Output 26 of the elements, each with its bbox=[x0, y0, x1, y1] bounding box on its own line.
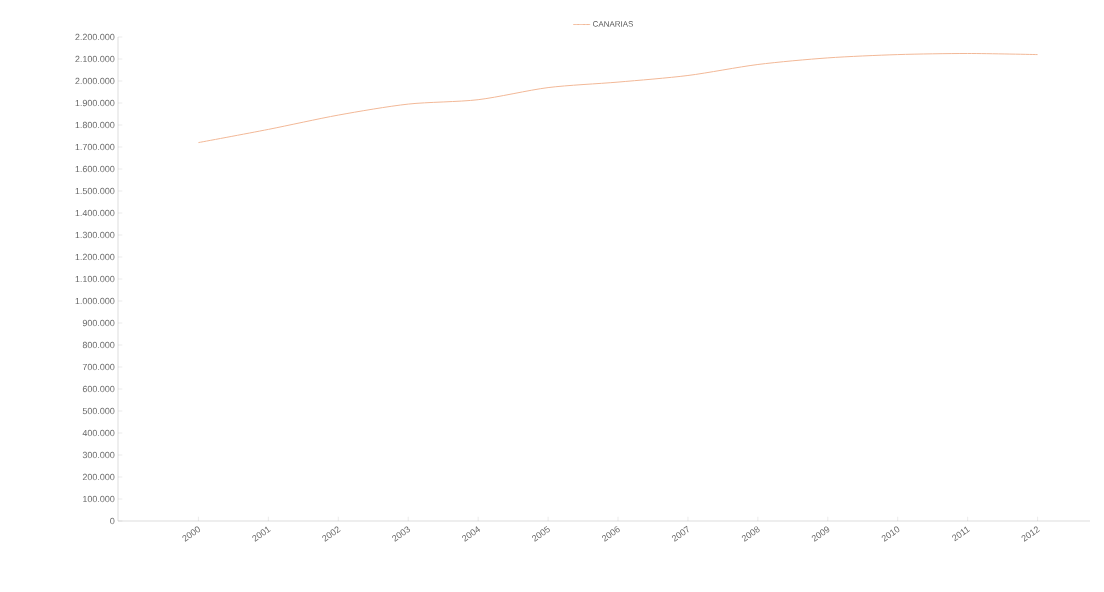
x-tick-label: 2011 bbox=[952, 526, 971, 542]
y-tick-label: 200.000 bbox=[82, 473, 115, 481]
line-series bbox=[197, 53, 1039, 144]
y-tick-label: 700.000 bbox=[82, 363, 115, 371]
y-tick-label: 2.000.000 bbox=[75, 77, 115, 85]
y-tick-label: 1.800.000 bbox=[75, 121, 115, 129]
y-tick-label: 300.000 bbox=[82, 451, 115, 459]
y-tick-label: 1.200.000 bbox=[75, 253, 115, 261]
y-tick-label: 0 bbox=[110, 517, 115, 525]
y-tick-label: 900.000 bbox=[82, 319, 115, 327]
y-tick-label: 100.000 bbox=[83, 495, 115, 503]
y-tick-label: 500.000 bbox=[82, 407, 115, 415]
y-tick-label: 1.400.000 bbox=[75, 209, 115, 217]
y-tick-label: 2.200.000 bbox=[75, 33, 115, 41]
y-tick-label: 800.000 bbox=[82, 341, 115, 349]
y-tick-label: 1.500.000 bbox=[75, 187, 115, 195]
y-tick-label: 1.700.000 bbox=[75, 143, 115, 151]
y-tick-label: 1.900.000 bbox=[75, 99, 115, 107]
y-tick-label: 1.000.000 bbox=[75, 297, 115, 305]
y-tick-label: 1.100.000 bbox=[75, 275, 115, 283]
y-tick-label: 600.000 bbox=[82, 385, 115, 393]
x-tick-label: 2001 bbox=[252, 526, 271, 542]
y-tick-label: 1.600.000 bbox=[75, 165, 115, 173]
y-tick-label: 2.100.000 bbox=[75, 55, 115, 63]
y-tick-label: 400.000 bbox=[82, 429, 115, 437]
y-tick-label: 1.300.000 bbox=[75, 231, 115, 239]
